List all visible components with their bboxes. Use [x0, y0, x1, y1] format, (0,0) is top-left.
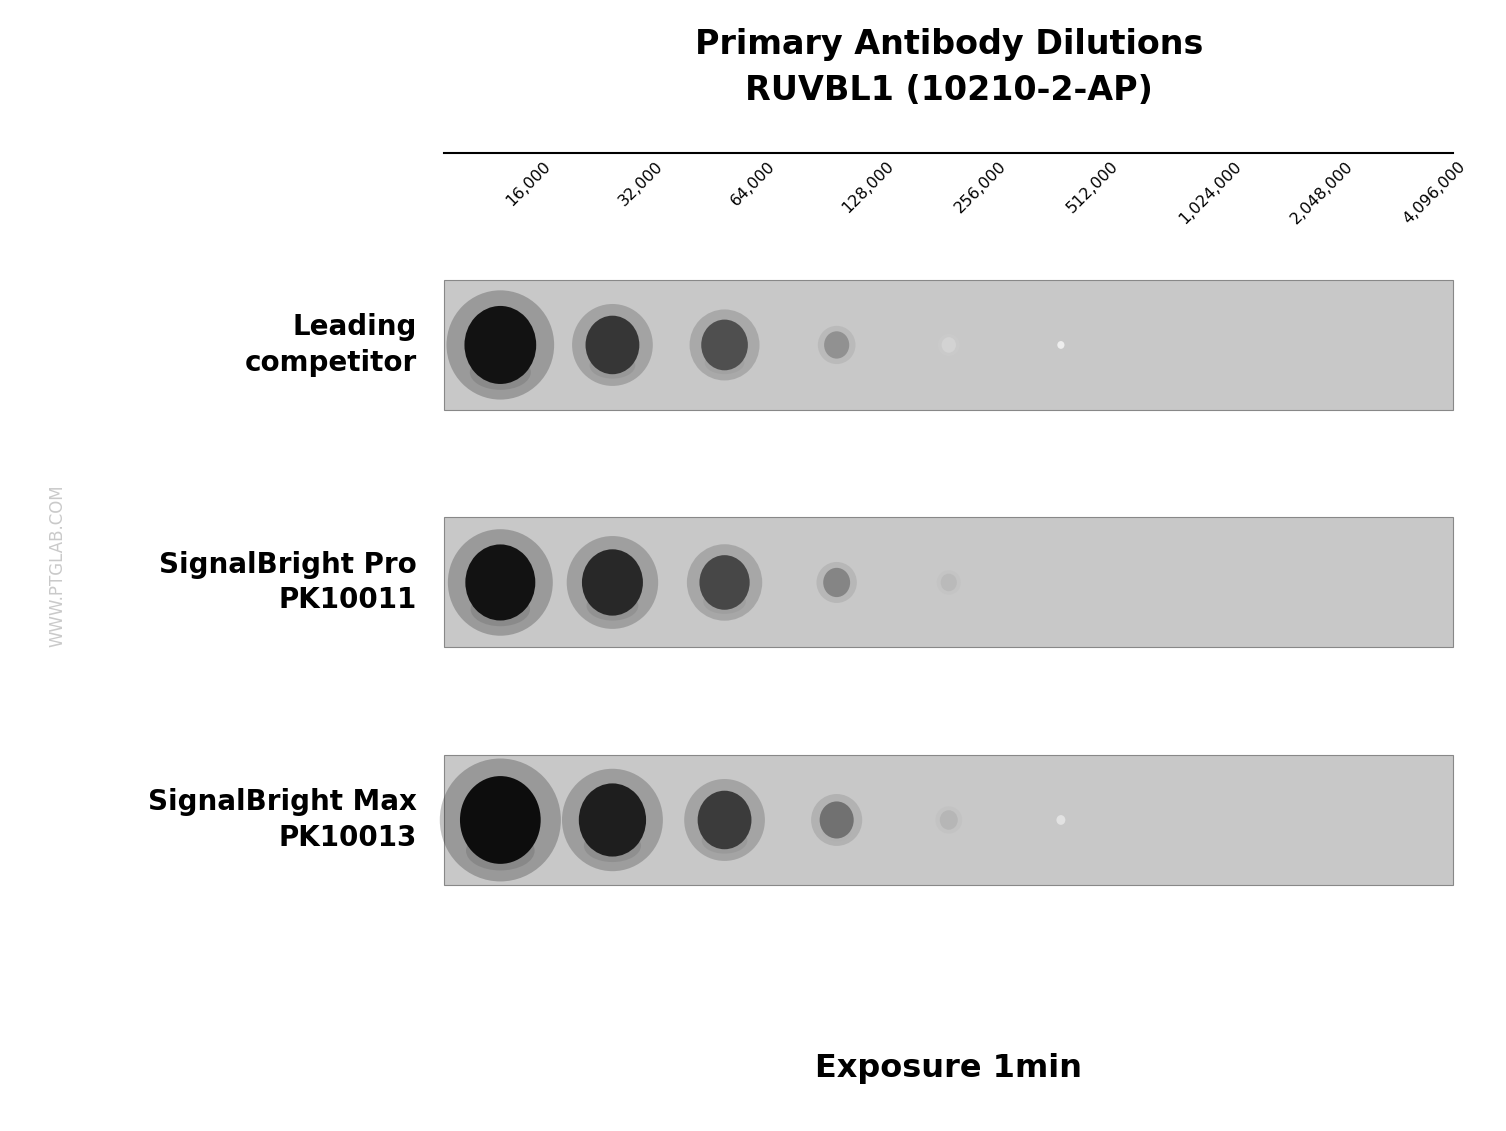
Ellipse shape — [812, 794, 863, 846]
Text: 128,000: 128,000 — [840, 158, 898, 216]
Text: 4,096,000: 4,096,000 — [1401, 158, 1468, 226]
Ellipse shape — [459, 776, 541, 864]
Ellipse shape — [816, 562, 857, 603]
Text: 512,000: 512,000 — [1063, 158, 1120, 216]
Ellipse shape — [684, 779, 765, 861]
Ellipse shape — [690, 310, 759, 380]
Text: RUVBL1 (10210-2-AP): RUVBL1 (10210-2-AP) — [745, 74, 1152, 106]
Ellipse shape — [941, 337, 956, 353]
Ellipse shape — [446, 291, 554, 399]
FancyBboxPatch shape — [444, 518, 1453, 647]
Text: 2,048,000: 2,048,000 — [1288, 158, 1357, 226]
Text: 16,000: 16,000 — [503, 158, 553, 208]
Ellipse shape — [589, 352, 636, 379]
Ellipse shape — [578, 784, 646, 856]
Ellipse shape — [822, 824, 851, 841]
Text: SignalBright Max
PK10013: SignalBright Max PK10013 — [148, 788, 417, 852]
Ellipse shape — [824, 568, 849, 597]
Ellipse shape — [687, 544, 762, 621]
Ellipse shape — [581, 550, 643, 615]
Ellipse shape — [572, 304, 652, 386]
Ellipse shape — [440, 759, 560, 881]
FancyBboxPatch shape — [444, 280, 1453, 411]
Ellipse shape — [586, 590, 639, 621]
Ellipse shape — [465, 831, 535, 871]
Text: Primary Antibody Dilutions: Primary Antibody Dilutions — [694, 28, 1203, 61]
Ellipse shape — [819, 802, 854, 838]
Ellipse shape — [584, 829, 642, 862]
Ellipse shape — [705, 352, 744, 374]
Ellipse shape — [935, 806, 962, 834]
Ellipse shape — [465, 544, 535, 621]
Ellipse shape — [702, 320, 748, 370]
Text: Leading
competitor: Leading competitor — [245, 313, 417, 377]
Ellipse shape — [470, 355, 530, 390]
Ellipse shape — [464, 307, 536, 385]
Ellipse shape — [940, 810, 958, 830]
FancyBboxPatch shape — [444, 756, 1453, 884]
Ellipse shape — [562, 769, 663, 871]
Ellipse shape — [1056, 815, 1065, 824]
Ellipse shape — [703, 589, 745, 614]
Ellipse shape — [824, 331, 849, 359]
Text: SignalBright Pro
PK10011: SignalBright Pro PK10011 — [160, 551, 417, 614]
Ellipse shape — [699, 555, 750, 610]
Ellipse shape — [1057, 342, 1065, 348]
Text: 32,000: 32,000 — [616, 158, 666, 208]
Text: 256,000: 256,000 — [952, 158, 1009, 216]
Ellipse shape — [697, 791, 751, 849]
Ellipse shape — [941, 573, 956, 592]
Ellipse shape — [586, 316, 640, 374]
Text: 1,024,000: 1,024,000 — [1176, 158, 1244, 226]
Ellipse shape — [470, 592, 530, 627]
Ellipse shape — [938, 334, 959, 356]
Ellipse shape — [566, 536, 658, 629]
Text: 64,000: 64,000 — [727, 158, 777, 208]
Ellipse shape — [702, 827, 747, 854]
Ellipse shape — [937, 570, 961, 595]
Ellipse shape — [447, 529, 553, 636]
Text: Exposure 1min: Exposure 1min — [815, 1053, 1083, 1085]
Ellipse shape — [818, 326, 855, 364]
Text: WWW.PTGLAB.COM: WWW.PTGLAB.COM — [48, 484, 66, 647]
